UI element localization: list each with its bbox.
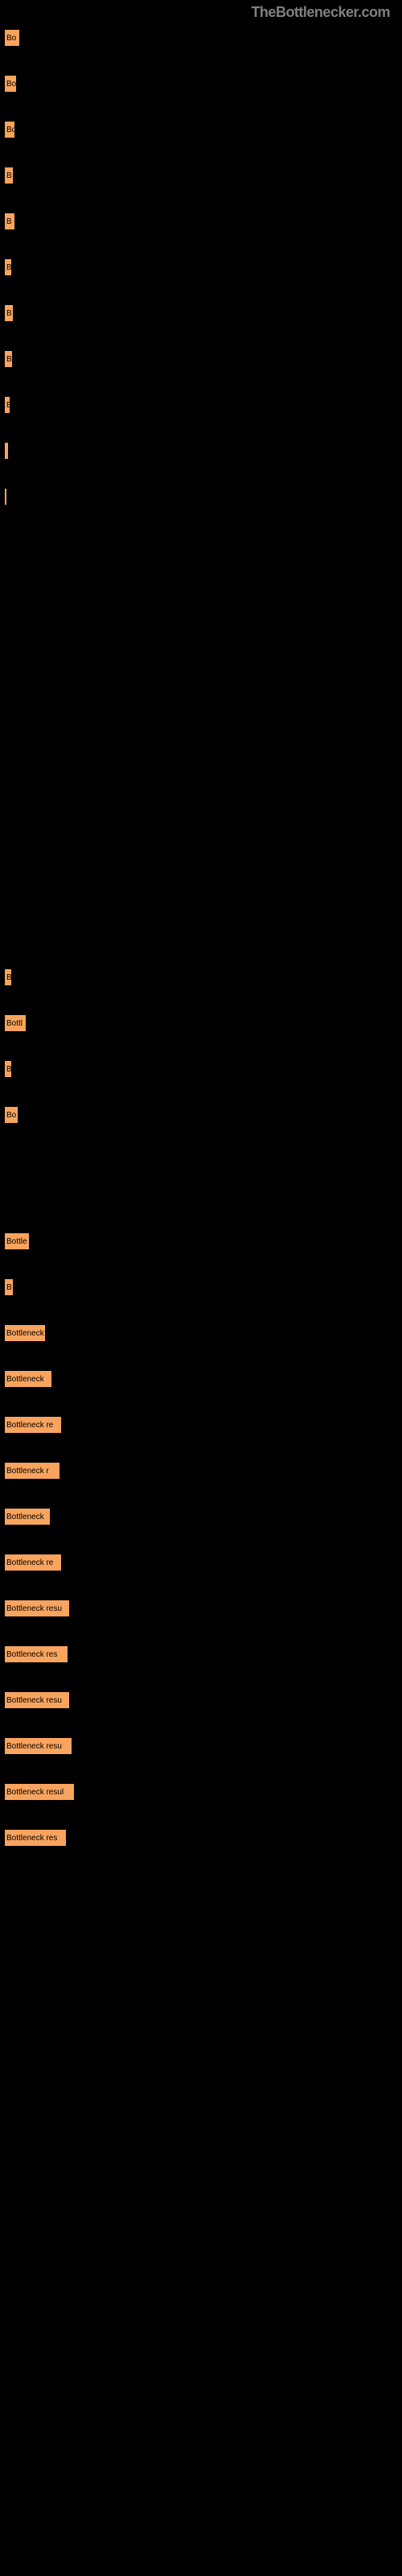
bar-row <box>4 442 398 460</box>
bar: Bottleneck res <box>4 1829 67 1847</box>
bar: Bottle <box>4 1232 30 1250</box>
bar-row: Bottleneck resul <box>4 1783 398 1801</box>
bar-row: B <box>4 213 398 230</box>
bar <box>4 442 9 460</box>
bar: B <box>4 304 14 322</box>
bar-row: Bottleneck re <box>4 1554 398 1571</box>
chart-section-2: B Bottl B Bo <box>4 968 398 1124</box>
bar: B <box>4 167 14 184</box>
bar-row: Bottl <box>4 1014 398 1032</box>
bar: Bottleneck <box>4 1370 52 1388</box>
chart-section-1: Bo Bo Bo B B B B B B <box>4 29 398 506</box>
bar-row: B <box>4 350 398 368</box>
bar-row: B <box>4 304 398 322</box>
bar-row: Bottleneck resu <box>4 1600 398 1617</box>
bar-row: Bottle <box>4 1232 398 1250</box>
bar: Bottleneck resu <box>4 1600 70 1617</box>
bar: Bo <box>4 1106 18 1124</box>
bar: Bottleneck res <box>4 1645 68 1663</box>
bar: B <box>4 1060 12 1078</box>
bar: B <box>4 258 12 276</box>
bar-row: Bottleneck res <box>4 1645 398 1663</box>
bar-row: Bottleneck resu <box>4 1737 398 1755</box>
bar-row: Bo <box>4 121 398 138</box>
bar-row: Bottleneck <box>4 1508 398 1525</box>
bar-row: Bottleneck <box>4 1370 398 1388</box>
bar: Bottleneck <box>4 1508 51 1525</box>
chart-section-3: Bottle B Bottleneck Bottleneck Bottleneck re… <box>4 1232 398 1847</box>
bar: Bottleneck re <box>4 1416 62 1434</box>
bar: Bottleneck resu <box>4 1691 70 1709</box>
bar-row: B <box>4 1278 398 1296</box>
bar: Bo <box>4 75 17 93</box>
bar-row: B <box>4 167 398 184</box>
bar: Bo <box>4 29 20 47</box>
bar-row: Bottleneck <box>4 1324 398 1342</box>
bar-row: Bo <box>4 29 398 47</box>
bar: Bo <box>4 121 15 138</box>
spacer-2 <box>4 1152 398 1232</box>
bar: B <box>4 968 12 986</box>
bar: Bottleneck resul <box>4 1783 75 1801</box>
bar-row: Bottleneck res <box>4 1829 398 1847</box>
bar: Bottleneck resu <box>4 1737 72 1755</box>
bar: Bottleneck <box>4 1324 46 1342</box>
bar: B <box>4 1278 14 1296</box>
bar: B <box>4 350 13 368</box>
bar-row: B <box>4 396 398 414</box>
bar-row: Bottleneck re <box>4 1416 398 1434</box>
bar: B <box>4 396 10 414</box>
spacer-1 <box>4 534 398 968</box>
bar: Bottl <box>4 1014 27 1032</box>
bar-row: B <box>4 258 398 276</box>
bar: B <box>4 213 15 230</box>
bar-row: Bottleneck r <box>4 1462 398 1480</box>
bar-row: B <box>4 968 398 986</box>
bar <box>4 488 7 506</box>
bar-row: Bo <box>4 75 398 93</box>
bar: Bottleneck re <box>4 1554 62 1571</box>
bar-row <box>4 488 398 506</box>
bar-row: B <box>4 1060 398 1078</box>
bar-row: Bo <box>4 1106 398 1124</box>
bar-row: Bottleneck resu <box>4 1691 398 1709</box>
bar: Bottleneck r <box>4 1462 60 1480</box>
watermark-text: TheBottlenecker.com <box>4 4 398 21</box>
